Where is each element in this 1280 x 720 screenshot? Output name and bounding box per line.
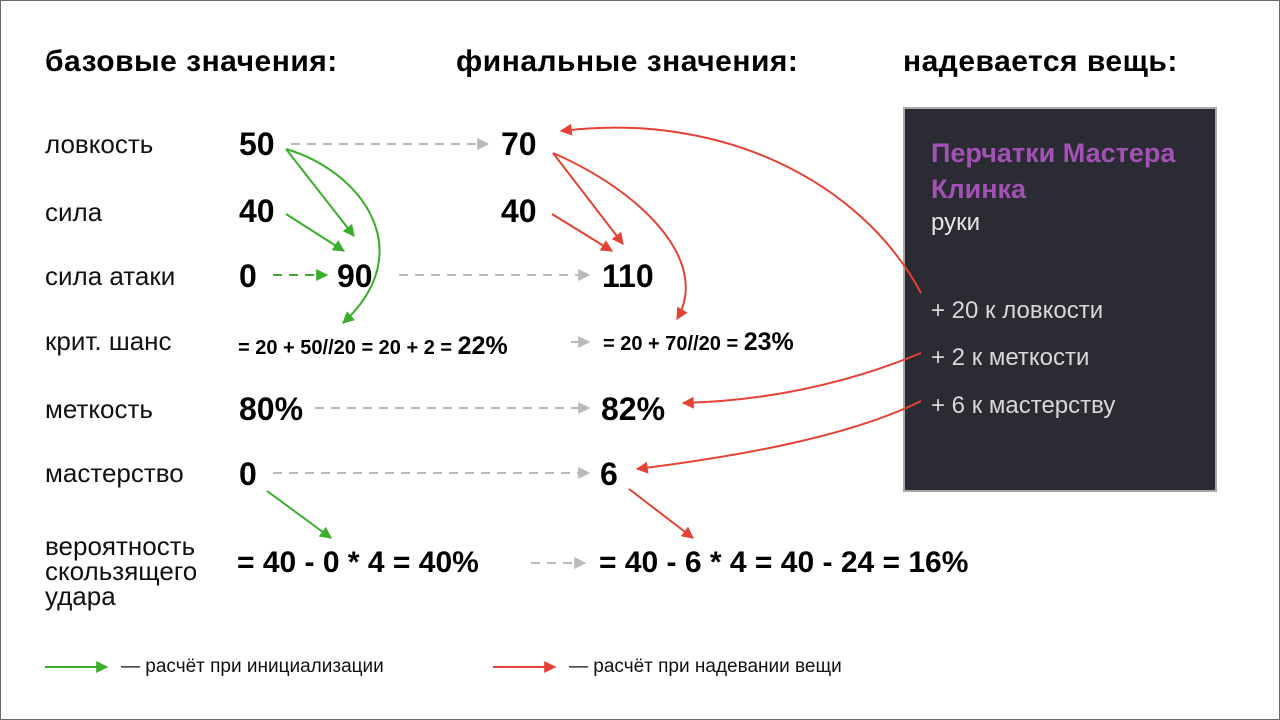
arrow-mastery-to-glancing-final <box>628 488 694 539</box>
base-accuracy-value: 80% <box>239 391 304 427</box>
final-crit-formula: = 20 + 70//20 = 23% <box>603 328 794 356</box>
label-attack-power: сила атаки <box>45 261 176 291</box>
label-agility: ловкость <box>45 129 154 159</box>
legend-init-label: — расчёт при инициализации <box>121 656 384 677</box>
base-attack-power-zero: 0 <box>239 258 257 294</box>
item-bonus-accuracy: + 2 к меткости <box>931 344 1090 371</box>
item-name: Перчатки Мастера Клинка <box>931 138 1176 204</box>
item-bonus-mastery: + 6 к мастерству <box>931 392 1116 419</box>
item-slot: руки <box>931 209 980 236</box>
base-strength-value: 40 <box>239 193 275 229</box>
final-mastery-value: 6 <box>600 456 618 492</box>
heading-item-equipped: надевается вещь: <box>903 45 1178 78</box>
item-card: Перчатки Мастера Клинка руки + 20 к ловк… <box>903 107 1217 492</box>
arrow-strength-to-attack-final <box>551 213 614 252</box>
arrow-strength-to-attack <box>285 213 346 252</box>
arrow-agility-to-attack <box>285 148 355 237</box>
arrow-agility-to-attack-final <box>552 152 624 245</box>
final-glancing-formula: = 40 - 6 * 4 = 40 - 24 = 16% <box>599 546 969 579</box>
legend-equip-label: — расчёт при надевании вещи <box>569 656 842 677</box>
base-crit-formula: = 20 + 50//20 = 20 + 2 = 22% <box>238 332 508 360</box>
label-glancing-blow: вероятность скользящего удара <box>45 531 198 611</box>
base-mastery-value: 0 <box>239 456 257 492</box>
label-accuracy: меткость <box>45 394 153 424</box>
arrow-agility-to-crit <box>285 148 381 324</box>
base-agility-value: 50 <box>239 126 275 162</box>
label-crit-chance: крит. шанс <box>45 326 172 356</box>
base-crit-result: 22% <box>457 332 508 360</box>
label-mastery: мастерство <box>45 458 184 488</box>
final-accuracy-value: 82% <box>601 391 666 427</box>
base-attack-power-value: 90 <box>337 258 373 294</box>
arrow-item-to-mastery <box>635 400 922 474</box>
label-strength: сила <box>45 197 103 227</box>
item-bonus-agility: + 20 к ловкости <box>931 297 1104 324</box>
final-strength-value: 40 <box>501 193 537 229</box>
final-attack-power-value: 110 <box>602 258 654 294</box>
arrow-item-to-agility <box>559 123 922 294</box>
final-agility-value: 70 <box>501 126 537 162</box>
arrow-item-to-accuracy <box>681 352 922 409</box>
base-glancing-formula: = 40 - 0 * 4 = 40% <box>237 546 479 579</box>
arrow-agility-to-crit-final <box>552 152 688 321</box>
final-crit-result: 23% <box>743 328 794 356</box>
arrow-mastery-to-glancing-base <box>266 490 332 539</box>
heading-base-values: базовые значения: <box>45 45 338 78</box>
heading-final-values: финальные значения: <box>456 45 799 78</box>
